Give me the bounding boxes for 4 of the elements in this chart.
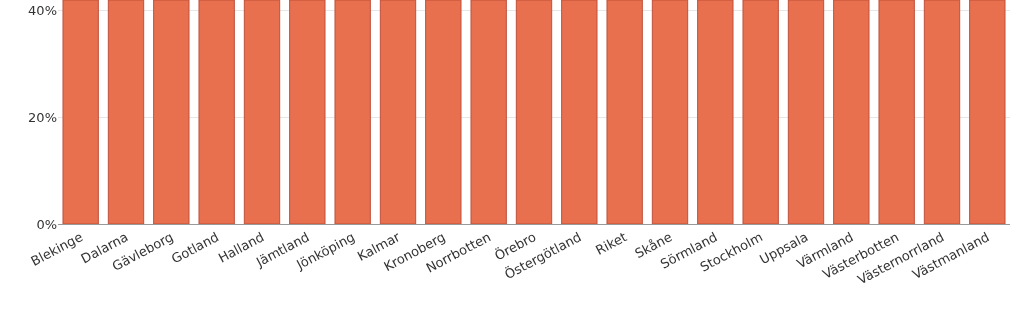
y-tick-label: 20% [28, 109, 57, 125]
x-tick-label: Riket [593, 229, 630, 258]
y-tick-label: 40% [28, 3, 57, 19]
y-tick-label: 0% [36, 216, 57, 232]
